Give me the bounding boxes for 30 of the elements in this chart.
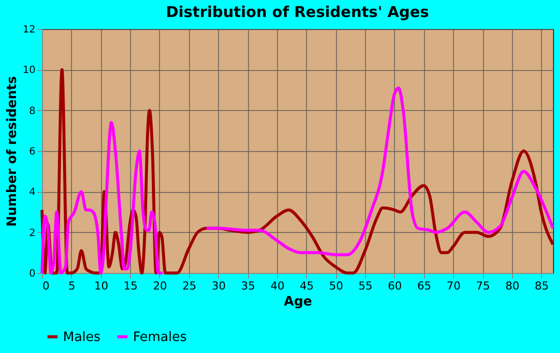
y-axis-title: Number of residents [4, 76, 20, 227]
x-tick-label: 85 [534, 280, 549, 292]
x-tick-label: 30 [212, 280, 226, 292]
x-tick-label: 35 [241, 280, 256, 292]
x-tick-label: 80 [505, 280, 520, 292]
x-tick-label: 0 [42, 280, 50, 292]
x-tick-label: 65 [417, 280, 432, 292]
x-tick-label: 55 [358, 280, 373, 292]
x-axis-title: Age [284, 294, 312, 310]
x-tick-label: 50 [329, 280, 344, 292]
y-tick-label: 12 [22, 24, 36, 36]
x-tick-label: 45 [300, 280, 314, 292]
x-tick-label: 40 [270, 280, 284, 292]
x-tick-label: 10 [94, 280, 108, 292]
x-tick-label: 20 [152, 280, 167, 292]
y-tick-label: 10 [22, 65, 36, 76]
y-tick-label: 0 [29, 268, 36, 280]
y-tick-label: 2 [29, 228, 36, 239]
legend-label: Males [63, 330, 101, 345]
x-tick-label: 75 [476, 280, 490, 292]
x-tick-label: 70 [446, 280, 461, 292]
chart-title: Distribution of Residents' Ages [166, 3, 430, 21]
y-tick-label: 8 [29, 106, 36, 117]
x-tick-label: 25 [182, 280, 196, 292]
y-tick-label: 4 [29, 187, 36, 198]
x-tick-label: 60 [388, 280, 402, 292]
y-tick-label: 6 [29, 146, 36, 158]
x-tick-label: 5 [68, 280, 76, 292]
legend-label: Females [133, 330, 188, 345]
x-tick-label: 15 [124, 280, 138, 292]
